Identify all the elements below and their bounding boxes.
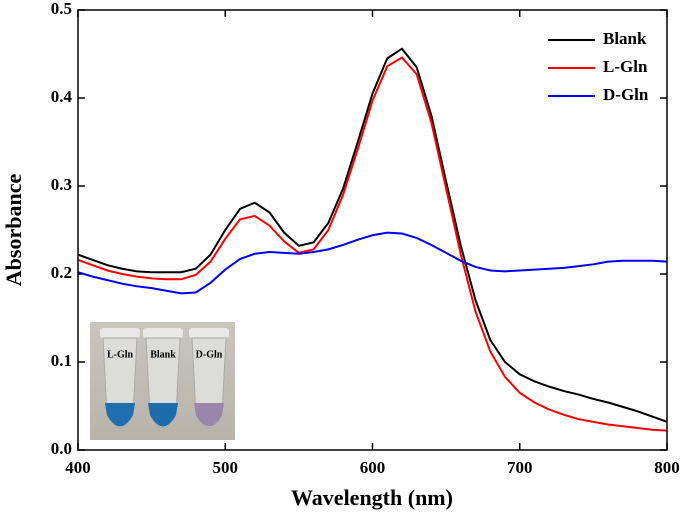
tube <box>143 328 183 428</box>
tube <box>100 328 140 428</box>
line <box>77 231 668 295</box>
legend-label: D-Gln <box>603 85 649 104</box>
legend-label: L-Gln <box>603 57 648 76</box>
inset-label: D-Gln <box>196 349 223 360</box>
y-tick-label: 0.1 <box>51 351 72 370</box>
line <box>77 47 668 423</box>
inset-photo: L-Gln Blank D-Gln <box>90 322 235 440</box>
y-axis-title: Absorbance <box>1 174 26 287</box>
line <box>77 56 668 432</box>
x-tick-label: 600 <box>360 458 386 477</box>
legend-label: Blank <box>603 29 647 48</box>
y-tick-label: 0.4 <box>51 87 73 106</box>
inset-label: Blank <box>150 349 176 360</box>
y-tick-label: 0.0 <box>51 439 72 458</box>
y-tick-label: 0.3 <box>51 175 72 194</box>
x-tick-label: 800 <box>654 458 680 477</box>
y-tick-label: 0.2 <box>51 263 72 282</box>
y-tick-label: 0.5 <box>51 0 72 18</box>
plot-frame <box>77 9 668 451</box>
x-tick-label: 700 <box>507 458 533 477</box>
x-tick-label: 400 <box>65 458 91 477</box>
x-tick-label: 500 <box>213 458 239 477</box>
tube <box>189 328 229 428</box>
x-axis-title: Wavelength (nm) <box>291 485 453 510</box>
inset-label: L-Gln <box>107 349 134 360</box>
